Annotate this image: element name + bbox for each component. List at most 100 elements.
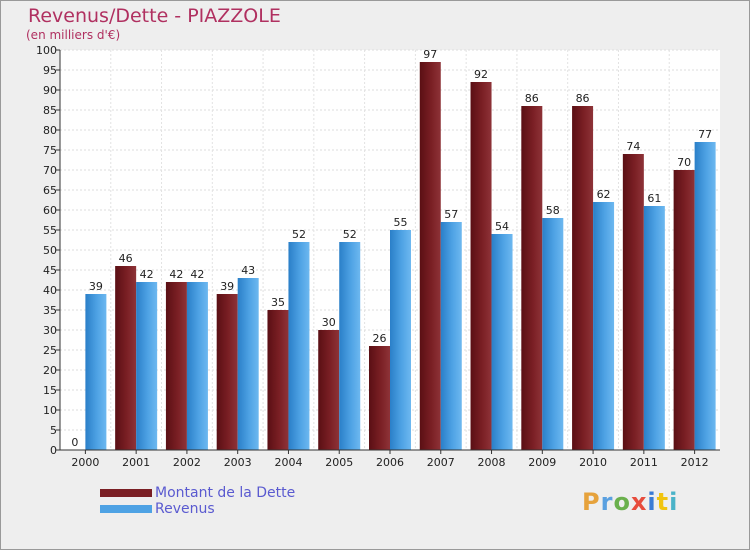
data-label: 42 (140, 268, 154, 281)
legend-label-dette: Montant de la Dette (155, 485, 296, 501)
x-tick-label: 2005 (325, 456, 353, 469)
logo-letter: i (669, 488, 679, 516)
y-tick-label: 40 (43, 284, 57, 297)
x-tick-label: 2001 (122, 456, 150, 469)
x-tick-label: 2004 (274, 456, 302, 469)
data-label: 42 (169, 268, 183, 281)
y-tick-label: 35 (43, 304, 57, 317)
chart-subtitle: (en milliers d'€) (26, 28, 121, 42)
y-tick-label: 70 (43, 164, 57, 177)
logo-letter: P (582, 488, 601, 516)
data-label: 43 (241, 264, 255, 277)
y-tick-label: 50 (43, 244, 57, 257)
bar-dette (419, 62, 441, 450)
bar-revenus (186, 282, 208, 450)
data-label: 0 (71, 436, 78, 449)
x-tick-label: 2011 (630, 456, 658, 469)
y-tick-label: 90 (43, 84, 57, 97)
bar-revenus (593, 202, 615, 450)
data-label: 70 (677, 156, 691, 169)
bar-revenus (136, 282, 158, 450)
y-tick-label: 15 (43, 384, 57, 397)
x-tick-label: 2007 (427, 456, 455, 469)
logo-letter: i (647, 488, 657, 516)
legend-swatch-revenus (100, 505, 152, 513)
legend-swatch-dette (100, 489, 152, 497)
bar-dette (369, 346, 390, 450)
bar-dette (521, 106, 543, 450)
x-tick-label: 2009 (528, 456, 556, 469)
legend-label-revenus: Revenus (155, 501, 215, 517)
data-label: 57 (444, 208, 458, 221)
x-tick-label: 2000 (71, 456, 99, 469)
y-tick-label: 55 (43, 224, 57, 237)
data-label: 35 (271, 296, 285, 309)
data-label: 39 (220, 280, 234, 293)
x-tick-label: 2008 (478, 456, 506, 469)
y-tick-label: 65 (43, 184, 57, 197)
data-label: 58 (546, 204, 560, 217)
y-tick-label: 95 (43, 64, 57, 77)
y-tick-label: 30 (43, 324, 57, 337)
data-label: 54 (495, 220, 509, 233)
bar-dette (165, 282, 187, 450)
data-label: 92 (474, 68, 488, 81)
bar-dette (572, 106, 594, 450)
data-label: 39 (89, 280, 103, 293)
bar-dette (673, 170, 695, 450)
data-label: 77 (698, 128, 712, 141)
data-label: 46 (119, 252, 133, 265)
y-tick-label: 100 (36, 44, 57, 57)
bar-revenus (237, 278, 259, 450)
y-tick-label: 85 (43, 104, 57, 117)
bar-dette (470, 82, 492, 450)
bar-dette (216, 294, 238, 450)
y-tick-label: 75 (43, 144, 57, 157)
bar-revenus (694, 142, 716, 450)
logo-letter: o (613, 488, 631, 516)
y-tick-label: 45 (43, 264, 57, 277)
chart-title: Revenus/Dette - PIAZZOLE (28, 5, 281, 27)
data-label: 86 (525, 92, 539, 105)
data-label: 26 (373, 332, 387, 345)
x-tick-label: 2006 (376, 456, 404, 469)
bar-revenus (85, 294, 107, 450)
data-label: 30 (322, 316, 336, 329)
bar-revenus (288, 242, 310, 450)
y-tick-label: 80 (43, 124, 57, 137)
data-label: 61 (647, 192, 661, 205)
logo-letter: t (656, 488, 670, 516)
bar-revenus (542, 218, 564, 450)
data-label: 52 (292, 228, 306, 241)
data-label: 97 (423, 48, 437, 61)
bar-dette (622, 154, 644, 450)
data-label: 86 (576, 92, 590, 105)
y-tick-label: 0 (50, 444, 57, 457)
data-label: 42 (190, 268, 204, 281)
x-tick-label: 2012 (681, 456, 709, 469)
x-tick-label: 2002 (173, 456, 201, 469)
bar-revenus (390, 230, 411, 450)
y-tick-label: 60 (43, 204, 57, 217)
data-label: 52 (343, 228, 357, 241)
data-label: 74 (626, 140, 640, 153)
x-tick-label: 2010 (579, 456, 607, 469)
y-tick-label: 20 (43, 364, 57, 377)
bar-dette (318, 330, 340, 450)
logo-letter: x (630, 488, 648, 516)
y-tick-label: 5 (50, 424, 57, 437)
data-label: 55 (394, 216, 408, 229)
bar-revenus (440, 222, 462, 450)
data-label: 62 (597, 188, 611, 201)
bar-revenus (643, 206, 665, 450)
logo-letter: r (600, 488, 614, 516)
y-tick-label: 25 (43, 344, 57, 357)
x-tick-label: 2003 (224, 456, 252, 469)
bar-dette (115, 266, 137, 450)
y-tick-label: 10 (43, 404, 57, 417)
bar-revenus (339, 242, 361, 450)
proxiti-logo: Proxiti (582, 488, 678, 516)
bar-revenus (491, 234, 513, 450)
bar-dette (267, 310, 289, 450)
